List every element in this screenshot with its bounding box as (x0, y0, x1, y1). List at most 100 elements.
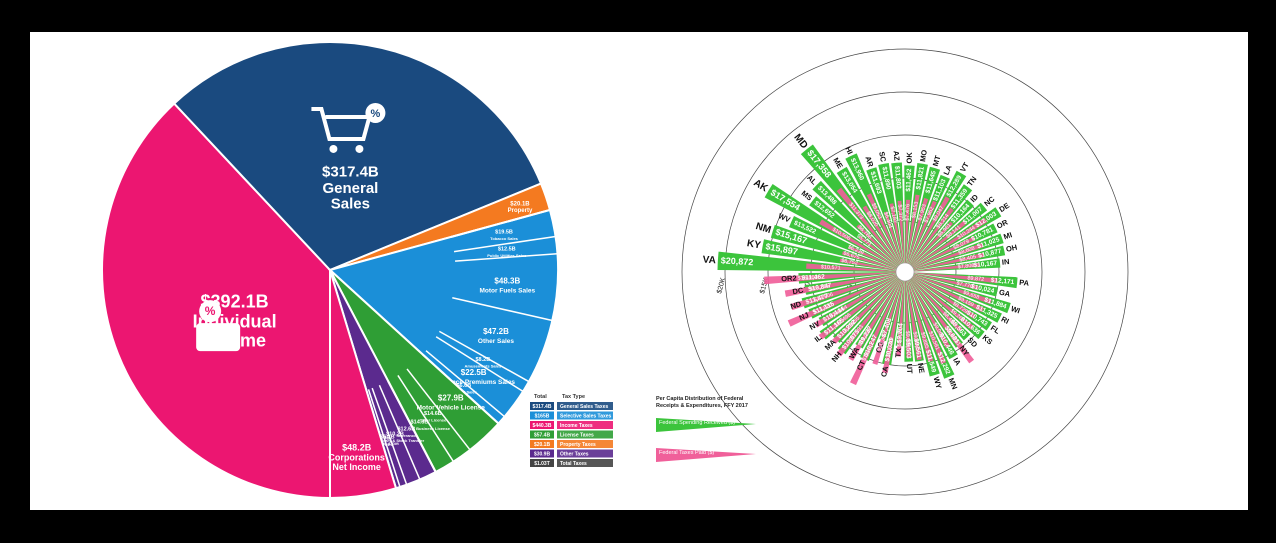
sub-divider (452, 297, 553, 322)
state-label: DE (997, 201, 1011, 214)
taxes-bar-SC (889, 203, 904, 265)
taxes-value: $6,404 (882, 211, 893, 229)
sub-slice-value: $27.9B (438, 394, 464, 403)
taxes-bar-GA (912, 273, 979, 290)
state-label: KY (746, 238, 762, 251)
taxes-value: $6,675 (842, 251, 860, 262)
wallet-body (196, 323, 241, 352)
state-label: NC (982, 194, 997, 208)
state-label: ME (831, 156, 845, 170)
state-label: AZ (892, 150, 902, 161)
sub-slice-value: $12.5B (498, 247, 516, 253)
spending-value: $9,561 (912, 338, 922, 359)
infographic-panel: $19.5B Tobacco Sales $12.5B Public Utilitie… (30, 32, 1248, 510)
taxes-bar-ME (862, 205, 901, 266)
taxes-value: $7,476 (905, 204, 912, 221)
state-label: TN (965, 175, 978, 188)
taxes-bar-AL (856, 224, 900, 267)
legend-type: Other Taxes (560, 452, 589, 458)
radial-title: Per Capita Distribution of Federal Receip… (656, 396, 748, 409)
taxes-bar-IN (912, 262, 980, 272)
taxes-value: $11,019 (886, 337, 896, 357)
slice-value-general_sales: $317.4B (322, 163, 379, 180)
sub-slice-value: $22.5B (461, 368, 487, 377)
legend-total: $317.4B (533, 404, 552, 410)
sub-slice-value: $5.1B (380, 434, 395, 440)
slice-value-corporations: $48.2B (342, 442, 372, 452)
sub-slice-label: Severance (396, 433, 417, 438)
taxes-value: $7,808 (957, 263, 974, 271)
taxes-bar-NV (814, 275, 899, 328)
taxes-bar-MA (832, 277, 900, 344)
sub-divider (371, 387, 408, 485)
state-label: VT (958, 160, 971, 173)
spending-value: $11,803 (893, 166, 902, 190)
state-label: CA (879, 365, 890, 378)
state-label: MT (931, 154, 943, 167)
legend-total-swatch (530, 402, 554, 410)
state-label: KS (981, 333, 995, 347)
federal-radial-bar-chart: $5K$10K$15K$20K$20,872VA$10,571$15,897KY… (656, 48, 1129, 496)
sub-slice-label: Other Sales (478, 338, 515, 345)
state-label: AK (751, 178, 770, 195)
sub-slice-value: $19.5B (495, 229, 513, 235)
slice-label-property: Property (508, 208, 533, 214)
sub-slice-label: Documentary & Stock Transfer (366, 438, 425, 443)
spending-value: $12,171 (990, 277, 1014, 286)
radial-tick-label: $15K (759, 277, 770, 295)
taxes-bar-MS (858, 235, 899, 268)
sub-divider (438, 330, 530, 383)
taxes-value: $9,408 (911, 331, 920, 349)
pie-slice-individual_income (101, 102, 331, 500)
state-label: AR (863, 155, 875, 169)
taxes-value: $9,885 (919, 332, 929, 350)
state-label: TX (893, 348, 903, 358)
slice-label-general_sales: General Sales (322, 180, 378, 213)
state-label: OK (905, 151, 914, 163)
group-divider (387, 380, 437, 473)
taxes-bar-HI (866, 193, 902, 265)
legend-header-type: Tax Type (562, 394, 585, 400)
sub-slice-value: $47.2B (483, 327, 509, 336)
taxes-bar-SD (910, 277, 963, 333)
legend-total: $440.3B (533, 423, 552, 429)
state-label: CO (874, 340, 886, 354)
state-label: WI (1010, 304, 1022, 316)
legend-total-swatch (530, 459, 554, 467)
taxes-bar-CT (849, 279, 902, 386)
state-label: WV (777, 211, 792, 224)
sub-slice-value: $8.2B (476, 357, 491, 363)
radial-tick-label: $20K (716, 277, 727, 295)
taxes-value: $9,872 (967, 275, 984, 283)
radial-center (895, 262, 915, 282)
taxes-bar-PA (912, 272, 998, 284)
sub-slice-value: $3.0B (376, 436, 391, 442)
taxes-value: $9,658 (962, 290, 980, 301)
sub-slice-value: $12.6B (397, 427, 415, 433)
legend-total: $57.4B (534, 433, 551, 439)
taxes-bar-DC (784, 273, 898, 297)
legend-total: $20.1B (534, 442, 551, 448)
taxes-bar-NM (841, 251, 898, 270)
sub-divider (455, 253, 558, 262)
taxes-bar-FL (911, 276, 977, 319)
spending-bar-AZ (891, 162, 905, 265)
taxes-bar-NY (909, 278, 975, 364)
taxes-bar-AR (883, 211, 903, 265)
state-label: FL (989, 323, 1002, 336)
legend-swatch-0 (656, 418, 756, 432)
taxes-bar-IL (818, 276, 899, 340)
sub-slice-label: Tobacco Sales (490, 236, 518, 241)
spending-value: $11,821 (915, 166, 926, 190)
legend-type-swatch (557, 430, 613, 439)
sub-slice-value: $10.2B (386, 432, 404, 438)
cart-wheel (329, 144, 338, 153)
state-label: PA (1019, 278, 1030, 288)
taxes-bar-OH (912, 252, 984, 271)
spending-bar-NM (770, 224, 898, 271)
taxes-bar-LA (907, 200, 937, 265)
state-label: MO (918, 149, 929, 163)
legend-type-swatch (557, 440, 613, 448)
taxes-value: $6,752 (841, 258, 859, 267)
